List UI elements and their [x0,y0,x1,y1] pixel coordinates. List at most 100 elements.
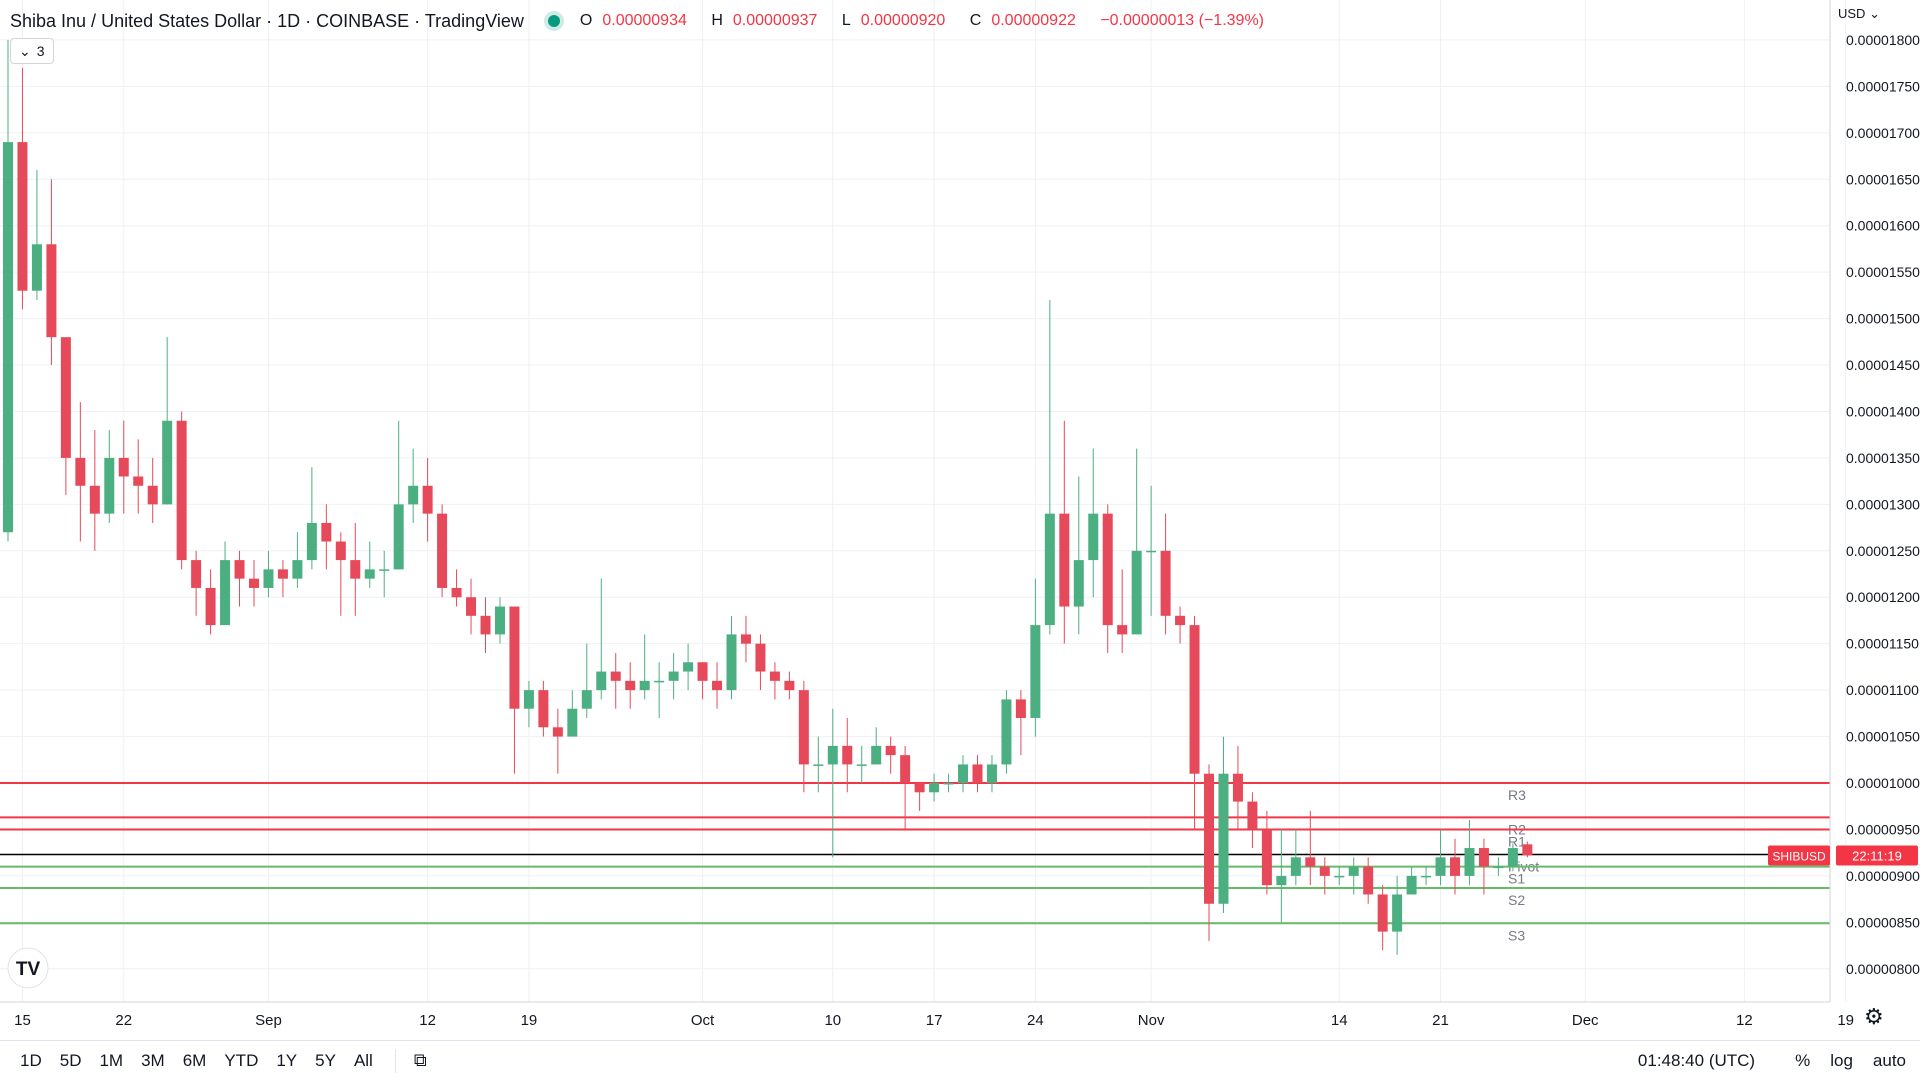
candle [205,569,216,635]
candle-body [379,569,390,571]
candle [1377,885,1388,951]
candle-body [277,569,288,579]
toolbar-divider [394,1048,396,1073]
utc-clock[interactable]: 01:48:40 (UTC) [1637,1051,1756,1070]
candle-body [408,485,419,505]
candle [292,532,303,588]
candle [1450,838,1460,895]
candle-body [422,485,433,514]
candle [133,439,144,514]
high-label: H [711,12,723,29]
candle-body [1290,857,1301,876]
candle [162,337,173,505]
candle-body [1218,773,1229,904]
candle [350,522,361,616]
candle [856,745,867,784]
candle [1392,875,1403,955]
candle [248,560,259,607]
auto-scale-toggle[interactable]: auto [1872,1051,1906,1070]
candle [1421,866,1432,886]
candle-body [234,560,245,579]
candle [321,504,332,570]
candle [31,169,42,301]
candle [1160,513,1171,635]
low-value: 0.00000920 [860,12,946,29]
candle [176,411,187,570]
candle-body [1363,866,1374,895]
time-tick-label: 24 [1027,1012,1044,1029]
candle-body [1261,829,1272,886]
candle-body [1204,773,1215,904]
tradingview-logo-icon[interactable]: TV [7,947,49,989]
candle [1261,810,1272,895]
price-tick-label: 0.00001450 [1846,357,1920,373]
candle-body [538,690,549,728]
candle [1464,820,1475,886]
candle [147,457,158,523]
candle [1348,857,1359,895]
time-tick-label: 19 [521,1012,538,1029]
gear-icon[interactable]: ⚙ [1864,1004,1884,1029]
candle-body [1102,513,1113,626]
percent-scale-toggle[interactable]: % [1795,1051,1811,1070]
calendar-goto-icon[interactable]: ⧉ [413,1050,427,1070]
range-ytd-button[interactable]: YTD [224,1050,259,1070]
range-1d-button[interactable]: 1D [20,1050,42,1070]
last-price-tag: SHIBUSD 22:11:19 [1768,845,1918,866]
chevron-down-icon: ⌄ [1869,6,1880,21]
candle [813,736,824,793]
candle [335,532,346,616]
candle-body [683,662,694,672]
candle [596,578,607,700]
candle [1406,866,1417,895]
candle-body [1435,857,1446,876]
range-all-button[interactable]: All [353,1050,373,1070]
candle-body [914,783,925,793]
candle [263,550,274,598]
indicators-toggle[interactable]: ⌄ 3 [10,38,54,64]
candle-body [697,662,708,681]
time-tick-label: 19 [1837,1012,1854,1029]
candle-body [1348,866,1359,876]
candle [1073,476,1084,635]
countdown-tag-label: 22:11:19 [1852,848,1902,863]
range-6m-button[interactable]: 6M [182,1050,207,1070]
candle-body [1117,625,1128,635]
candle [654,662,665,718]
candle-body [639,680,650,691]
candle-body [798,690,809,765]
log-scale-toggle[interactable]: log [1830,1051,1853,1070]
candle-body [769,671,780,681]
symbol-title[interactable]: Shiba Inu / United States Dollar · 1D · … [10,10,524,31]
low-label: L [841,12,851,29]
range-5d-button[interactable]: 5D [59,1050,82,1070]
candle-body [784,680,795,691]
candle [1059,420,1070,644]
candle [104,430,115,523]
candle-body [162,420,173,505]
candle [17,67,28,310]
time-axis[interactable]: 15 22 Sep 12 19 Oct 10 17 24 Nov 14 21 Dec 12 19 [0,1001,1854,1029]
candle [437,504,448,598]
candle-body [17,142,28,291]
range-5y-button[interactable]: 5Y [315,1050,336,1070]
range-3m-button[interactable]: 3M [141,1050,165,1070]
candle-body [1030,625,1041,718]
candle [1232,745,1243,830]
price-tick-label: 0.00001100 [1846,682,1919,698]
candle-body [494,606,505,635]
candle-body [1319,866,1330,876]
candle [552,708,563,774]
candle [393,420,404,570]
price-axis[interactable]: 0.00001800 0.00001750 0.00001700 0.00001650… [1829,0,1920,1002]
candle [1435,829,1446,886]
candle [972,755,983,793]
candle [827,708,838,858]
candle [89,430,100,551]
range-1m-button[interactable]: 1M [99,1050,124,1070]
range-1y-button[interactable]: 1Y [276,1050,298,1070]
candle-body [1450,857,1460,876]
currency-selector[interactable]: USD ⌄ [1838,6,1880,22]
